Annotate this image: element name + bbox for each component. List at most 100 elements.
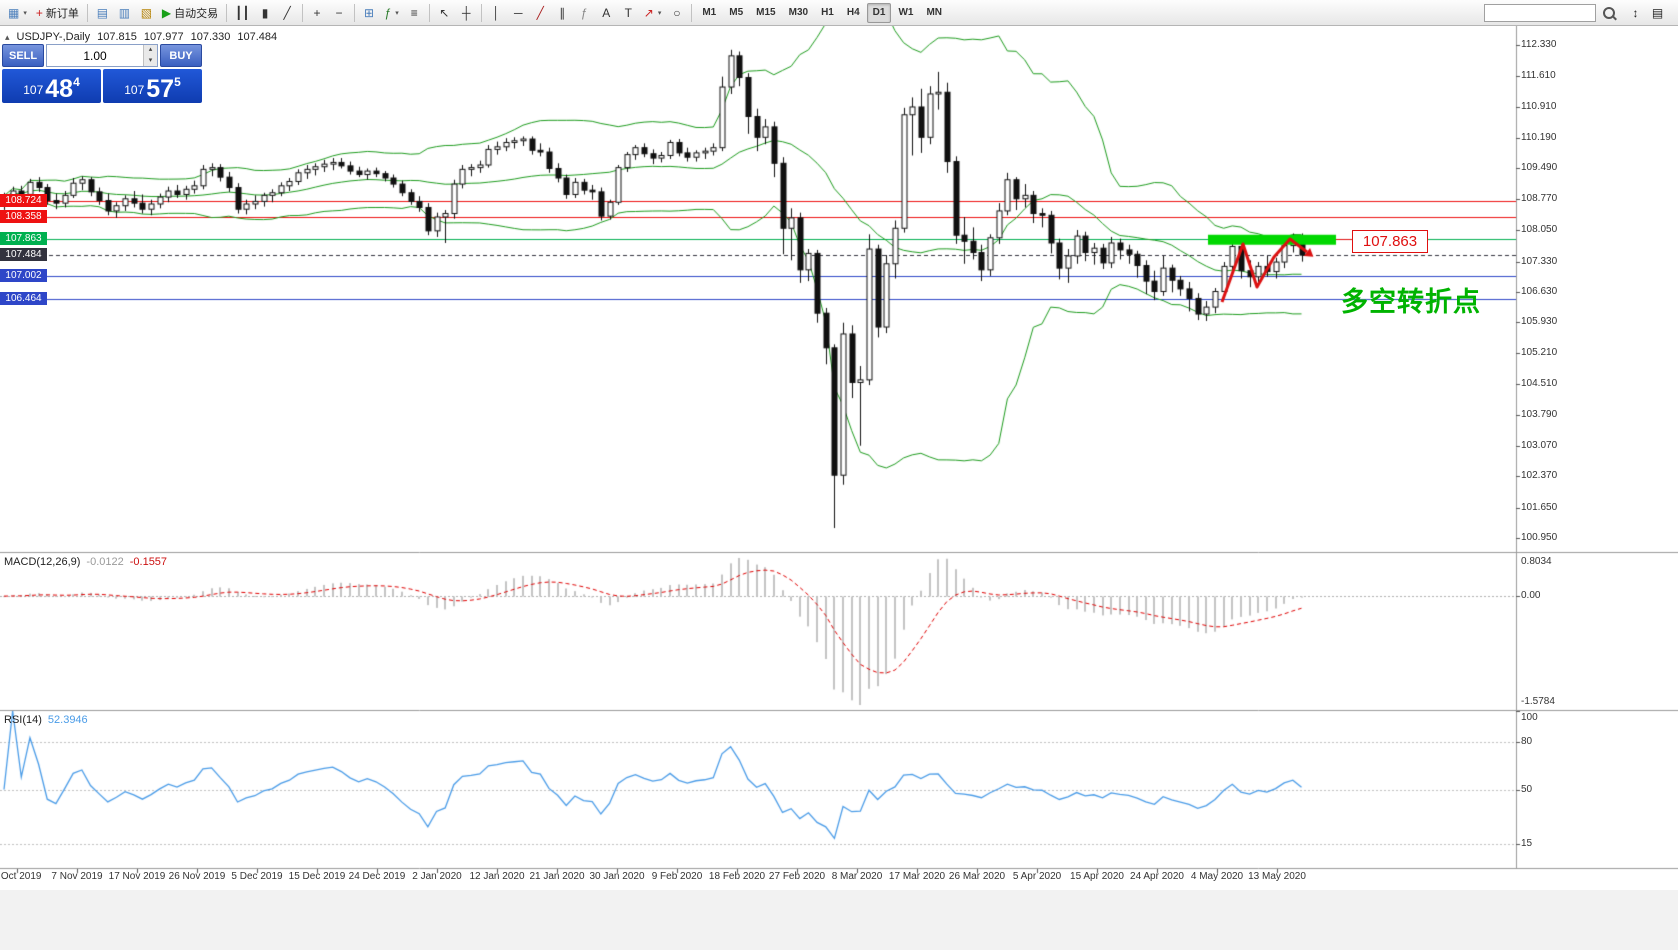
search-button[interactable]: [1598, 2, 1619, 23]
line-chart-button[interactable]: ╱: [277, 2, 298, 23]
rsi-axis-label: 15: [1521, 838, 1533, 850]
indicators-button[interactable]: ƒ ▾: [381, 2, 403, 23]
vertical-line-button[interactable]: │: [486, 2, 507, 23]
trendline-button[interactable]: ╱: [530, 2, 551, 23]
price-callout[interactable]: 107.863: [1352, 230, 1428, 253]
trade-panel-prices: 107 48 4 107 57 5: [2, 69, 202, 103]
rsi-axis-label: 100: [1521, 712, 1538, 723]
zoom-out-icon: −: [335, 5, 343, 20]
date-axis-label: 7 Nov 2019: [51, 871, 103, 882]
lot-stepper: ▴ ▾: [143, 45, 157, 66]
timeframe-M15-button[interactable]: M15: [750, 3, 781, 23]
chart-title: ▴ USDJPY-,Daily 107.815 107.977 107.330 …: [5, 31, 277, 43]
toolbar-separator: [226, 3, 228, 22]
timeframe-M5-button[interactable]: M5: [723, 3, 749, 23]
data-window-button[interactable]: ▥: [114, 2, 135, 23]
autotrading-button[interactable]: ▶ 自动交易: [158, 2, 222, 23]
macd-name: MACD(12,26,9): [4, 556, 81, 568]
rsi-value: 52.3946: [47, 714, 88, 726]
ellipse-icon: ○: [673, 5, 681, 20]
symbol-search-box: [1484, 2, 1619, 23]
macd-axis-label: 0.8034: [1521, 556, 1552, 567]
toolbar-separator: [353, 3, 355, 22]
window-bottom-area: [0, 890, 1678, 950]
price-axis-label: 107.330: [1521, 255, 1558, 267]
buy-button[interactable]: BUY: [160, 44, 202, 67]
timeframe-W1-button[interactable]: W1: [892, 3, 919, 23]
scroll-chart-button[interactable]: ↕: [1625, 2, 1646, 23]
rsi-name: RSI(14): [4, 714, 42, 726]
arrow-tool-button[interactable]: ↗ ▾: [640, 2, 666, 23]
cursor-button[interactable]: ↖: [434, 2, 455, 23]
crosshair-button[interactable]: ┼: [456, 2, 477, 23]
timeframe-D1-button[interactable]: D1: [866, 2, 892, 23]
chart-canvas[interactable]: [0, 26, 1678, 890]
rsi-indicator-label: RSI(14) 52.3946: [4, 714, 88, 726]
rsi-axis-label: 50: [1521, 783, 1533, 795]
market-watch-button[interactable]: ▤: [92, 2, 113, 23]
tile-windows-button[interactable]: ⊞: [359, 2, 380, 23]
chart-layout-button[interactable]: ▤: [1647, 2, 1668, 23]
indicators-dropdown-icon: ▾: [395, 9, 399, 17]
price-axis-label: 108.050: [1521, 224, 1558, 236]
toolbar-separator: [86, 3, 88, 22]
arrow-tool-icon: ↗: [643, 5, 654, 20]
price-tag-107.863: 107.863: [0, 231, 47, 245]
price-axis-label: 111.610: [1521, 70, 1556, 82]
price-axis-label: 103.790: [1521, 408, 1558, 420]
timeframe-H4-button[interactable]: H4: [841, 3, 866, 23]
lot-decrease-button[interactable]: ▾: [144, 55, 157, 66]
zoom-out-button[interactable]: −: [329, 2, 350, 23]
turning-point-annotation[interactable]: 多空转折点: [1341, 287, 1481, 317]
price-axis-label: 106.630: [1521, 285, 1558, 297]
new-order-button[interactable]: + 新订单: [32, 2, 83, 23]
equidistant-channel-icon: ∥: [559, 5, 566, 20]
candlestick-chart-icon: ▮: [261, 5, 269, 20]
text-button[interactable]: A: [596, 2, 617, 23]
sell-button[interactable]: SELL: [2, 44, 44, 67]
chart-symbol-period: USDJPY-,Daily: [16, 31, 91, 43]
new-order-icon: +: [35, 5, 43, 20]
symbol-search-input[interactable]: [1484, 3, 1596, 22]
date-axis-label: 17 Mar 2020: [888, 871, 946, 882]
bar-chart-button[interactable]: ┃┃: [231, 2, 253, 23]
line-chart-icon: ╱: [283, 5, 291, 20]
buy-price-base: 107: [124, 83, 145, 97]
chart-open-value: 107.815: [97, 31, 137, 43]
navigator-button[interactable]: ▧: [136, 2, 157, 23]
lot-size-input[interactable]: [47, 45, 143, 66]
price-tag-106.464: 106.464: [0, 292, 47, 306]
timeframe-M30-button[interactable]: M30: [783, 3, 814, 23]
price-axis-label: 104.510: [1521, 377, 1558, 389]
zoom-in-button[interactable]: +: [307, 2, 328, 23]
horizontal-line-button[interactable]: ─: [508, 2, 529, 23]
equidistant-channel-button[interactable]: ∥: [552, 2, 573, 23]
objects-list-button[interactable]: ≡: [404, 2, 425, 23]
buy-price-button[interactable]: 107 57 5: [103, 69, 202, 103]
candlestick-chart-button[interactable]: ▮: [255, 2, 276, 23]
date-axis-label: 5 Dec 2019: [231, 871, 283, 882]
scroll-chart-icon: ↕: [1632, 5, 1639, 20]
date-axis-label: 26 Mar 2020: [948, 871, 1006, 882]
timeframe-M1-button[interactable]: M1: [696, 3, 722, 23]
autotrading-icon: ▶: [161, 5, 172, 20]
ellipse-button[interactable]: ○: [666, 2, 687, 23]
fibonacci-icon: ƒ: [580, 5, 588, 20]
timeframe-H1-button[interactable]: H1: [815, 3, 840, 23]
new-chart-button[interactable]: ▦ ▾: [4, 2, 31, 23]
price-axis-label: 103.070: [1521, 440, 1558, 452]
text-label-button[interactable]: T: [618, 2, 639, 23]
main-toolbar: ▦ ▾ + 新订单 ▤ ▥ ▧ ▶ 自动交易 ┃┃ ▮ ╱ + − ⊞ ƒ ▾ ≡ ↖ ┼ │ ─ ╱ ∥ ƒ A T ↗ ▾ ○ M1 M5…: [0, 0, 1678, 26]
date-axis-label: 21 Jan 2020: [529, 871, 585, 882]
date-axis-label: 18 Feb 2020: [708, 871, 766, 882]
trendline-icon: ╱: [536, 5, 544, 20]
objects-list-icon: ≡: [410, 5, 418, 20]
text-label-icon: T: [624, 5, 632, 20]
chart-high-value: 107.977: [143, 31, 184, 43]
fibonacci-button[interactable]: ƒ: [574, 2, 595, 23]
lot-increase-button[interactable]: ▴: [144, 45, 157, 56]
chart-symbol-icon: ▴: [5, 31, 10, 42]
timeframe-MN-button[interactable]: MN: [920, 3, 948, 23]
sell-price-button[interactable]: 107 48 4: [2, 69, 101, 103]
date-axis-label: 30 Jan 2020: [589, 871, 645, 882]
